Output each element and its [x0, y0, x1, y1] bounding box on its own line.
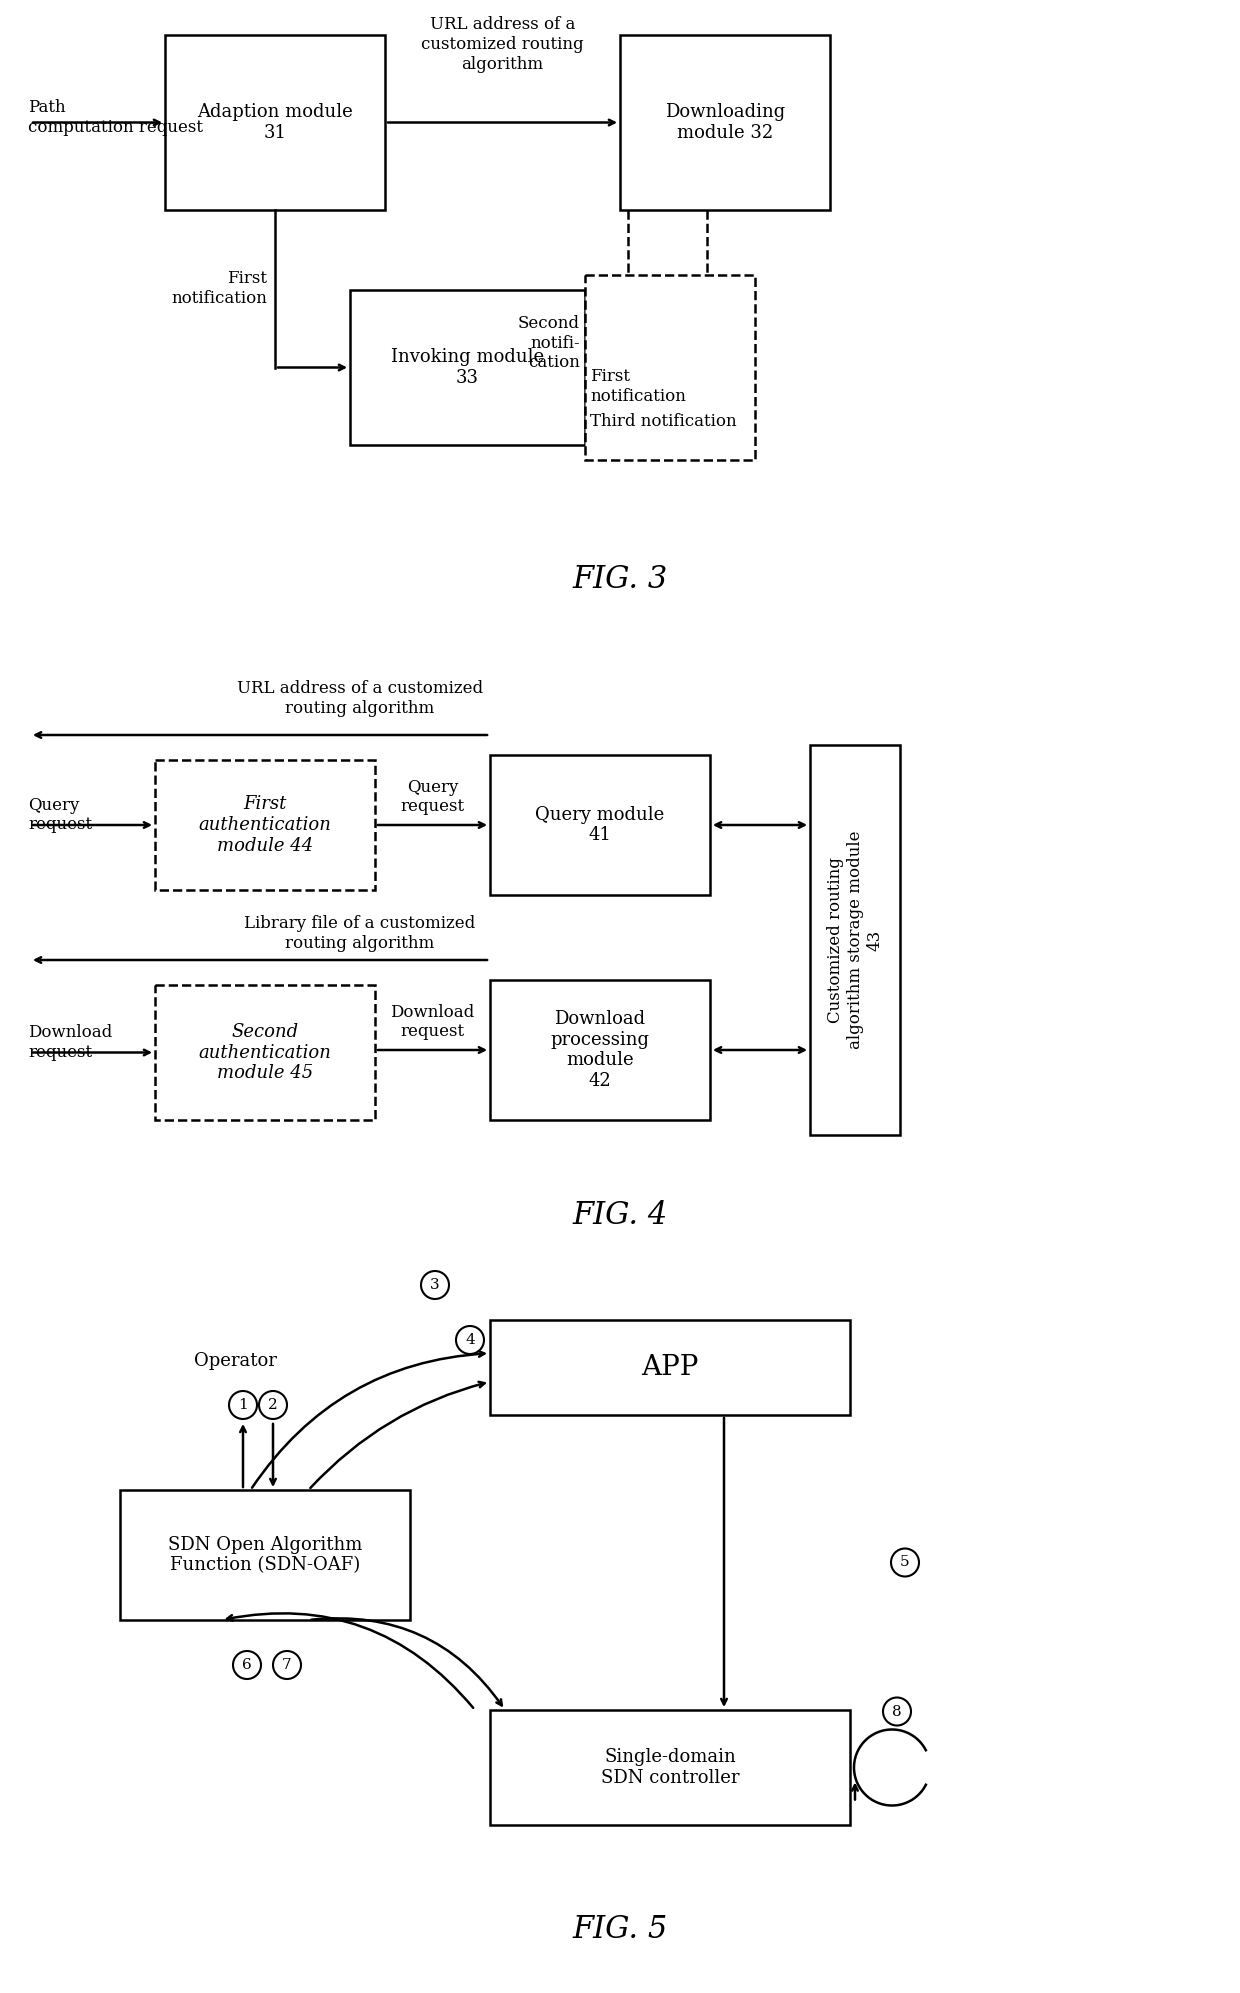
- Text: APP: APP: [641, 1353, 698, 1381]
- Text: 2: 2: [268, 1397, 278, 1411]
- Text: 3: 3: [430, 1278, 440, 1291]
- Text: Download
processing
module
42: Download processing module 42: [551, 1010, 650, 1090]
- FancyBboxPatch shape: [490, 1710, 849, 1826]
- FancyBboxPatch shape: [585, 275, 755, 460]
- Text: Adaption module
31: Adaption module 31: [197, 104, 353, 142]
- Text: 4: 4: [465, 1333, 475, 1347]
- FancyBboxPatch shape: [490, 1319, 849, 1415]
- FancyBboxPatch shape: [810, 745, 900, 1134]
- Text: Second
notifi-
cation: Second notifi- cation: [518, 315, 580, 371]
- FancyBboxPatch shape: [120, 1491, 410, 1620]
- Text: Downloading
module 32: Downloading module 32: [665, 104, 785, 142]
- Text: 6: 6: [242, 1658, 252, 1672]
- Text: FIG. 4: FIG. 4: [573, 1200, 667, 1230]
- FancyBboxPatch shape: [620, 36, 830, 209]
- Text: SDN Open Algorithm
Function (SDN-OAF): SDN Open Algorithm Function (SDN-OAF): [167, 1535, 362, 1574]
- Text: URL address of a
customized routing
algorithm: URL address of a customized routing algo…: [422, 16, 584, 72]
- Text: 8: 8: [893, 1704, 901, 1718]
- Text: Download
request: Download request: [29, 1024, 113, 1060]
- FancyBboxPatch shape: [490, 755, 711, 895]
- FancyBboxPatch shape: [155, 759, 374, 891]
- FancyBboxPatch shape: [350, 291, 585, 444]
- Text: Download
request: Download request: [391, 1004, 475, 1040]
- Text: Query
request: Query request: [401, 779, 465, 815]
- FancyBboxPatch shape: [155, 985, 374, 1120]
- Text: Query module
41: Query module 41: [536, 805, 665, 845]
- FancyBboxPatch shape: [165, 36, 384, 209]
- Text: Query
request: Query request: [29, 797, 92, 833]
- Text: FIG. 3: FIG. 3: [573, 564, 667, 596]
- Text: Second
authentication
module 45: Second authentication module 45: [198, 1022, 331, 1082]
- Text: FIG. 5: FIG. 5: [573, 1915, 667, 1945]
- Text: 7: 7: [283, 1658, 291, 1672]
- Text: Single-domain
SDN controller: Single-domain SDN controller: [600, 1748, 739, 1788]
- Text: Operator: Operator: [193, 1351, 277, 1369]
- Text: Third notification: Third notification: [590, 413, 737, 430]
- Text: First
notification: First notification: [590, 369, 686, 405]
- Text: Invoking module
33: Invoking module 33: [391, 349, 544, 387]
- Text: Library file of a customized
routing algorithm: Library file of a customized routing alg…: [244, 915, 476, 951]
- Text: First
notification: First notification: [171, 271, 267, 307]
- Text: URL address of a customized
routing algorithm: URL address of a customized routing algo…: [237, 680, 484, 717]
- Text: 5: 5: [900, 1555, 910, 1570]
- FancyBboxPatch shape: [490, 981, 711, 1120]
- Text: Customized routing
algorithm storage module
43: Customized routing algorithm storage mod…: [827, 831, 883, 1048]
- Text: Path
computation request: Path computation request: [29, 100, 203, 136]
- Text: 1: 1: [238, 1397, 248, 1411]
- Text: First
authentication
module 44: First authentication module 44: [198, 795, 331, 855]
